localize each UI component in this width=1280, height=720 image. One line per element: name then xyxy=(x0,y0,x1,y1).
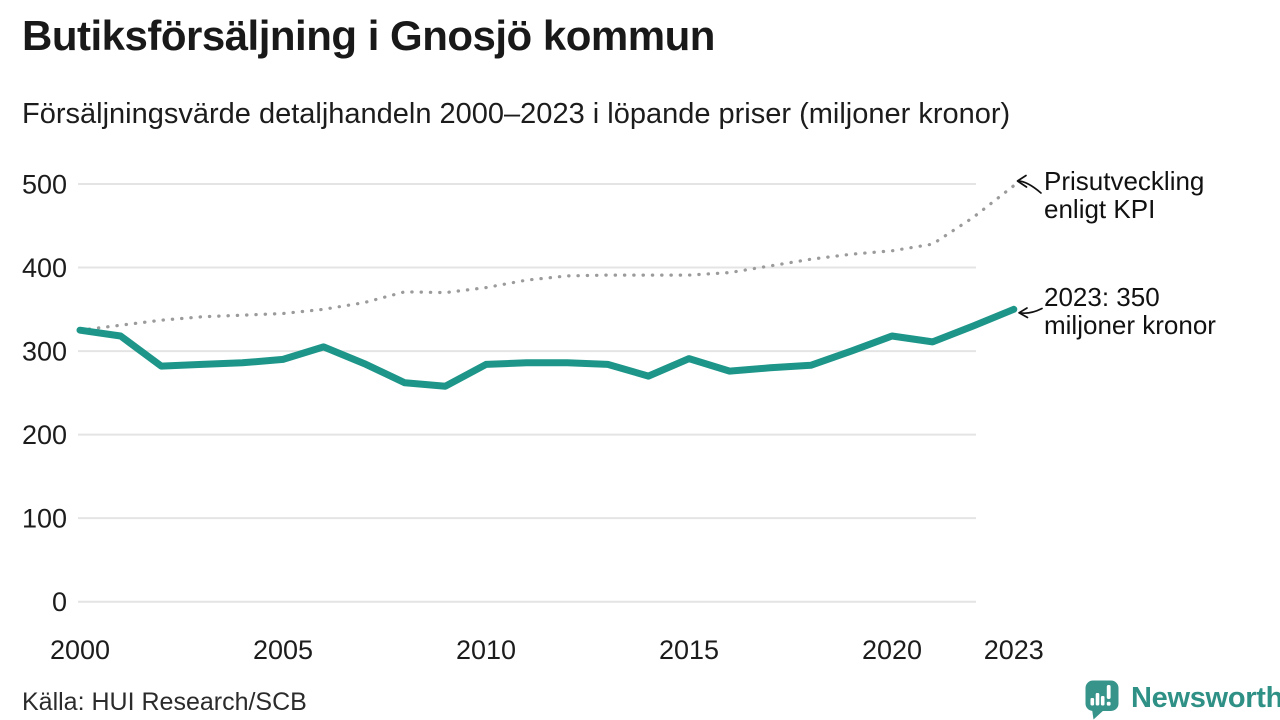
kpi-dotted-line xyxy=(78,184,1016,332)
y-tick-label-300: 300 xyxy=(22,337,67,367)
y-tick-label-400: 400 xyxy=(22,253,67,283)
newsworthy-logo-text: Newsworthy xyxy=(1131,682,1280,714)
kpi-annotation-line2: enligt KPI xyxy=(1044,194,1156,224)
kpi-series-annotation: Prisutveckling enligt KPI xyxy=(1044,167,1204,223)
latest-value-annotation: 2023: 350 miljoner kronor xyxy=(1044,283,1216,339)
x-tick-label-2023: 2023 xyxy=(984,635,1044,665)
x-tick-label-2005: 2005 xyxy=(253,635,313,665)
y-tick-label-500: 500 xyxy=(22,170,67,200)
gridlines xyxy=(78,183,976,603)
page-title: Butiksförsäljning i Gnosjö kommun xyxy=(22,12,715,59)
x-tick-label-2020: 2020 xyxy=(862,635,922,665)
sales-line xyxy=(76,305,1018,390)
y-tick-label-0: 0 xyxy=(52,587,67,617)
y-tick-label-200: 200 xyxy=(22,420,67,450)
latest-annotation-line1: 2023: 350 xyxy=(1044,282,1160,312)
newsworthy-logo: Newsworthy xyxy=(1085,680,1280,720)
latest-annotation-line2: miljoner kronor xyxy=(1044,310,1216,340)
kpi-annotation-line1: Prisutveckling xyxy=(1044,166,1205,196)
x-tick-label-2000: 2000 xyxy=(50,635,110,665)
x-axis-tick-labels: 2000 2005 2010 2015 2020 2023 xyxy=(50,635,1044,665)
x-tick-label-2015: 2015 xyxy=(659,635,719,665)
x-tick-label-2010: 2010 xyxy=(456,635,516,665)
line-series xyxy=(76,184,1018,390)
newsworthy-logo-icon xyxy=(1085,680,1119,720)
kpi-annotation-arrow-icon xyxy=(1016,174,1042,194)
page-subtitle: Försäljningsvärde detaljhandeln 2000–202… xyxy=(22,98,1011,130)
y-tick-label-100: 100 xyxy=(22,504,67,534)
latest-annotation-arrow-icon xyxy=(1018,307,1043,319)
source-credit: Källa: HUI Research/SCB xyxy=(22,688,307,716)
y-axis-tick-labels: 0 100 200 300 400 500 xyxy=(22,170,67,618)
